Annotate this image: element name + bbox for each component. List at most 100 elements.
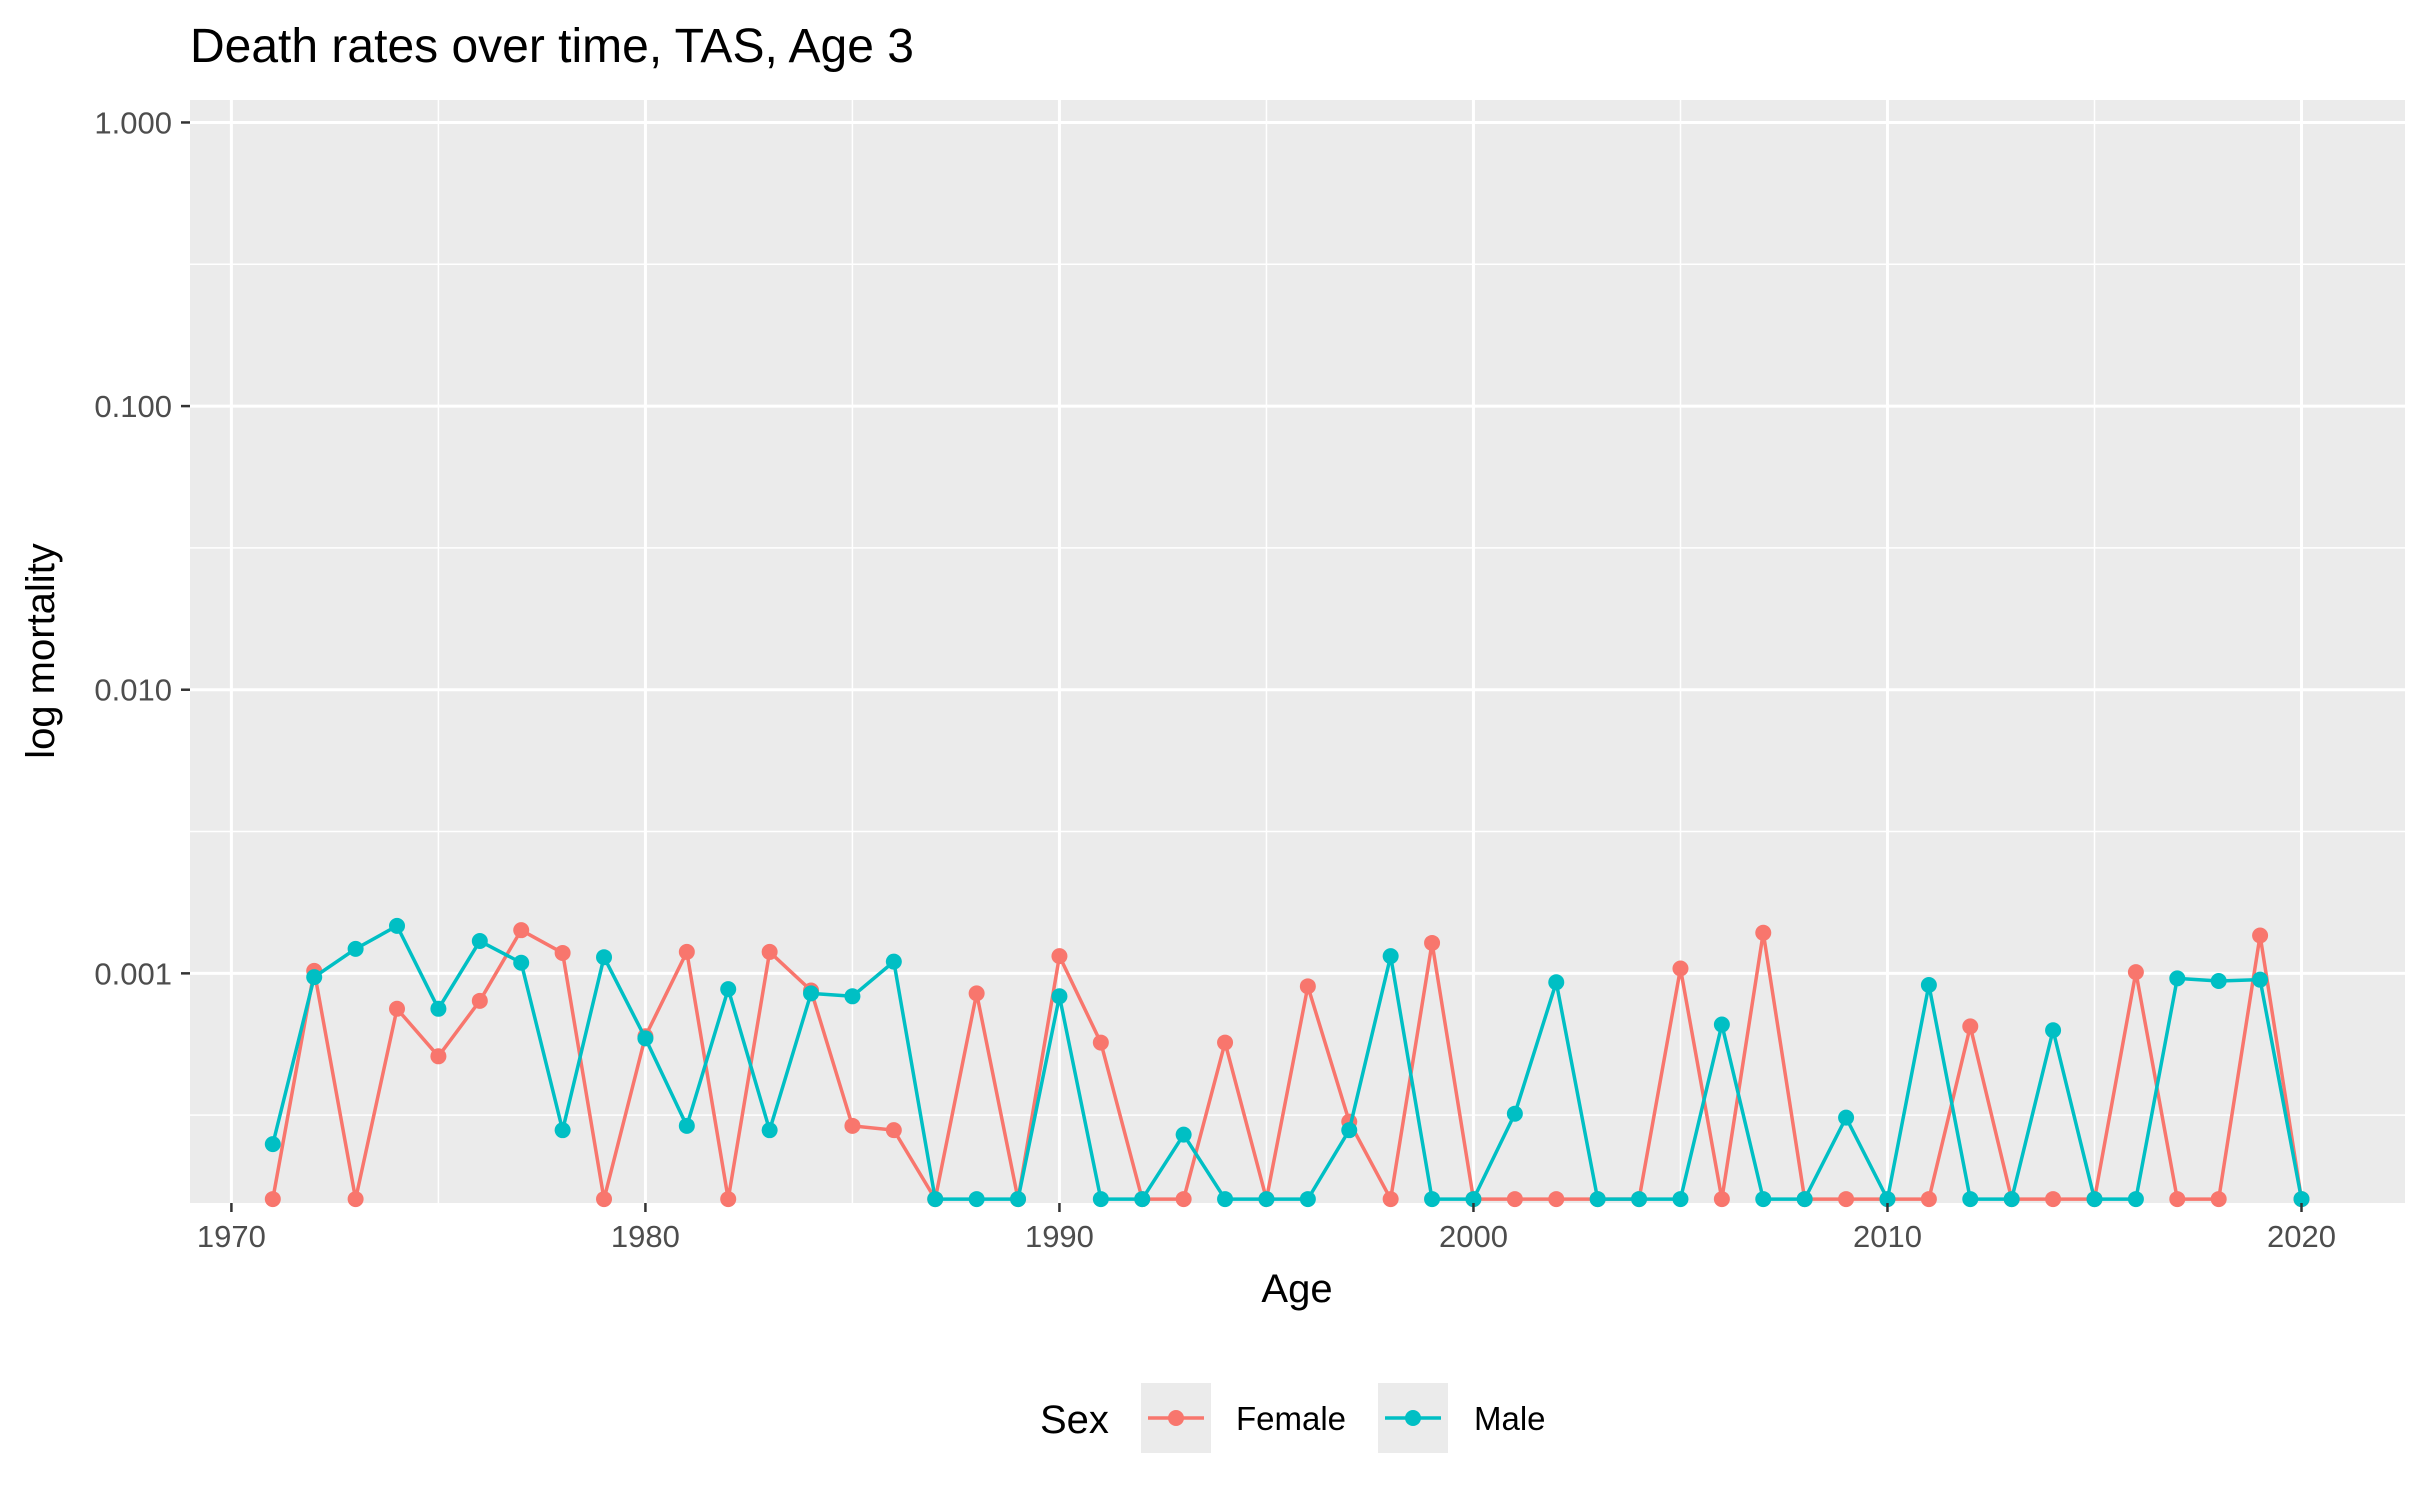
y-axis-title: log mortality (19, 543, 63, 759)
data-point-female (2210, 1191, 2227, 1208)
data-point-female (347, 1191, 364, 1208)
data-point-male (2252, 971, 2269, 988)
axes-layer: 1970 1980 1990 2000 2010 2020 0.001 0.010 0.100 1… (94, 105, 2336, 1254)
legend: Sex Female Male (1040, 1383, 1546, 1453)
data-point-male (1879, 1191, 1896, 1208)
data-point-male (1051, 988, 1068, 1005)
data-point-male (1258, 1191, 1275, 1208)
data-point-female (1217, 1034, 1234, 1051)
data-point-female (678, 943, 695, 960)
data-point-male (1589, 1191, 1606, 1208)
data-point-male (1217, 1191, 1234, 1208)
y-tick-label: 1.000 (94, 105, 172, 140)
data-point-female (513, 922, 530, 939)
legend-key-point-male (1405, 1410, 1421, 1426)
data-point-male (720, 981, 737, 998)
data-point-female (264, 1191, 281, 1208)
data-point-male (1506, 1105, 1523, 1122)
data-point-male (1465, 1191, 1482, 1208)
data-point-male (471, 933, 488, 950)
data-point-female (596, 1191, 613, 1208)
data-point-male (1341, 1122, 1358, 1139)
data-point-male (2127, 1191, 2144, 1208)
data-point-male (1962, 1191, 1979, 1208)
legend-label-male: Male (1474, 1400, 1546, 1437)
data-point-male (264, 1136, 281, 1153)
data-point-female (1506, 1191, 1523, 1208)
series-line-male (271, 924, 2304, 1201)
data-point-male (389, 917, 406, 934)
data-point-male (761, 1122, 778, 1139)
data-point-male (1631, 1191, 1648, 1208)
data-point-male (1672, 1191, 1689, 1208)
data-point-male (2086, 1191, 2103, 1208)
x-tick-label: 1970 (197, 1219, 266, 1254)
data-point-male (885, 953, 902, 970)
y-tick-label: 0.001 (94, 956, 172, 991)
series-line-female (271, 928, 2304, 1201)
data-point-female (1175, 1191, 1192, 1208)
data-point-male (2210, 972, 2227, 989)
series-layer (264, 917, 2310, 1208)
data-point-male (968, 1191, 985, 1208)
x-tick-label: 1990 (1025, 1219, 1094, 1254)
legend-key-point-female (1168, 1410, 1184, 1426)
data-point-male (927, 1191, 944, 1208)
x-tick-label: 2010 (1853, 1219, 1922, 1254)
data-point-female (2169, 1191, 2186, 1208)
data-point-female (1713, 1191, 1730, 1208)
data-point-female (1838, 1191, 1855, 1208)
data-point-male (1796, 1191, 1813, 1208)
y-tick-label: 0.010 (94, 673, 172, 708)
data-point-male (1010, 1191, 1027, 1208)
chart-title: Death rates over time, TAS, Age 3 (190, 20, 914, 73)
data-point-male (2003, 1191, 2020, 1208)
plot-panel (190, 100, 2405, 1203)
data-point-male (1755, 1191, 1772, 1208)
data-point-female (1092, 1034, 1109, 1051)
data-point-female (1962, 1018, 1979, 1035)
y-tick-label: 0.100 (94, 389, 172, 424)
data-point-female (2252, 927, 2269, 944)
data-point-male (513, 954, 530, 971)
data-point-male (430, 1000, 447, 1017)
data-point-male (1134, 1191, 1151, 1208)
data-point-female (389, 1000, 406, 1017)
data-point-female (1051, 948, 1068, 965)
x-tick-label: 1980 (611, 1219, 680, 1254)
data-point-male (844, 988, 861, 1005)
data-point-female (1548, 1191, 1565, 1208)
data-point-male (306, 969, 323, 986)
x-tick-label: 2000 (1439, 1219, 1508, 1254)
data-point-male (2169, 970, 2186, 987)
data-point-female (1920, 1191, 1937, 1208)
legend-label-female: Female (1236, 1400, 1346, 1437)
data-point-male (1424, 1191, 1441, 1208)
data-point-male (596, 949, 613, 966)
data-point-female (1299, 978, 1316, 995)
data-point-male (347, 940, 364, 957)
minor-gridlines (190, 100, 2405, 1203)
data-point-male (1092, 1191, 1109, 1208)
data-point-female (761, 943, 778, 960)
data-point-male (1920, 976, 1937, 993)
major-gridlines (190, 100, 2405, 1203)
data-point-male (678, 1117, 695, 1134)
data-point-male (2293, 1191, 2310, 1208)
legend-title: Sex (1040, 1398, 1109, 1442)
data-point-female (554, 944, 571, 961)
data-point-female (1382, 1191, 1399, 1208)
data-point-male (637, 1030, 654, 1047)
data-point-male (1713, 1016, 1730, 1033)
data-point-female (844, 1117, 861, 1134)
data-point-male (1548, 974, 1565, 991)
data-point-female (1424, 934, 1441, 951)
data-point-female (2127, 964, 2144, 981)
x-tick-label: 2020 (2267, 1219, 2336, 1254)
data-point-female (430, 1048, 447, 1065)
data-point-male (1838, 1109, 1855, 1126)
data-point-female (1672, 960, 1689, 977)
data-point-male (1382, 948, 1399, 965)
